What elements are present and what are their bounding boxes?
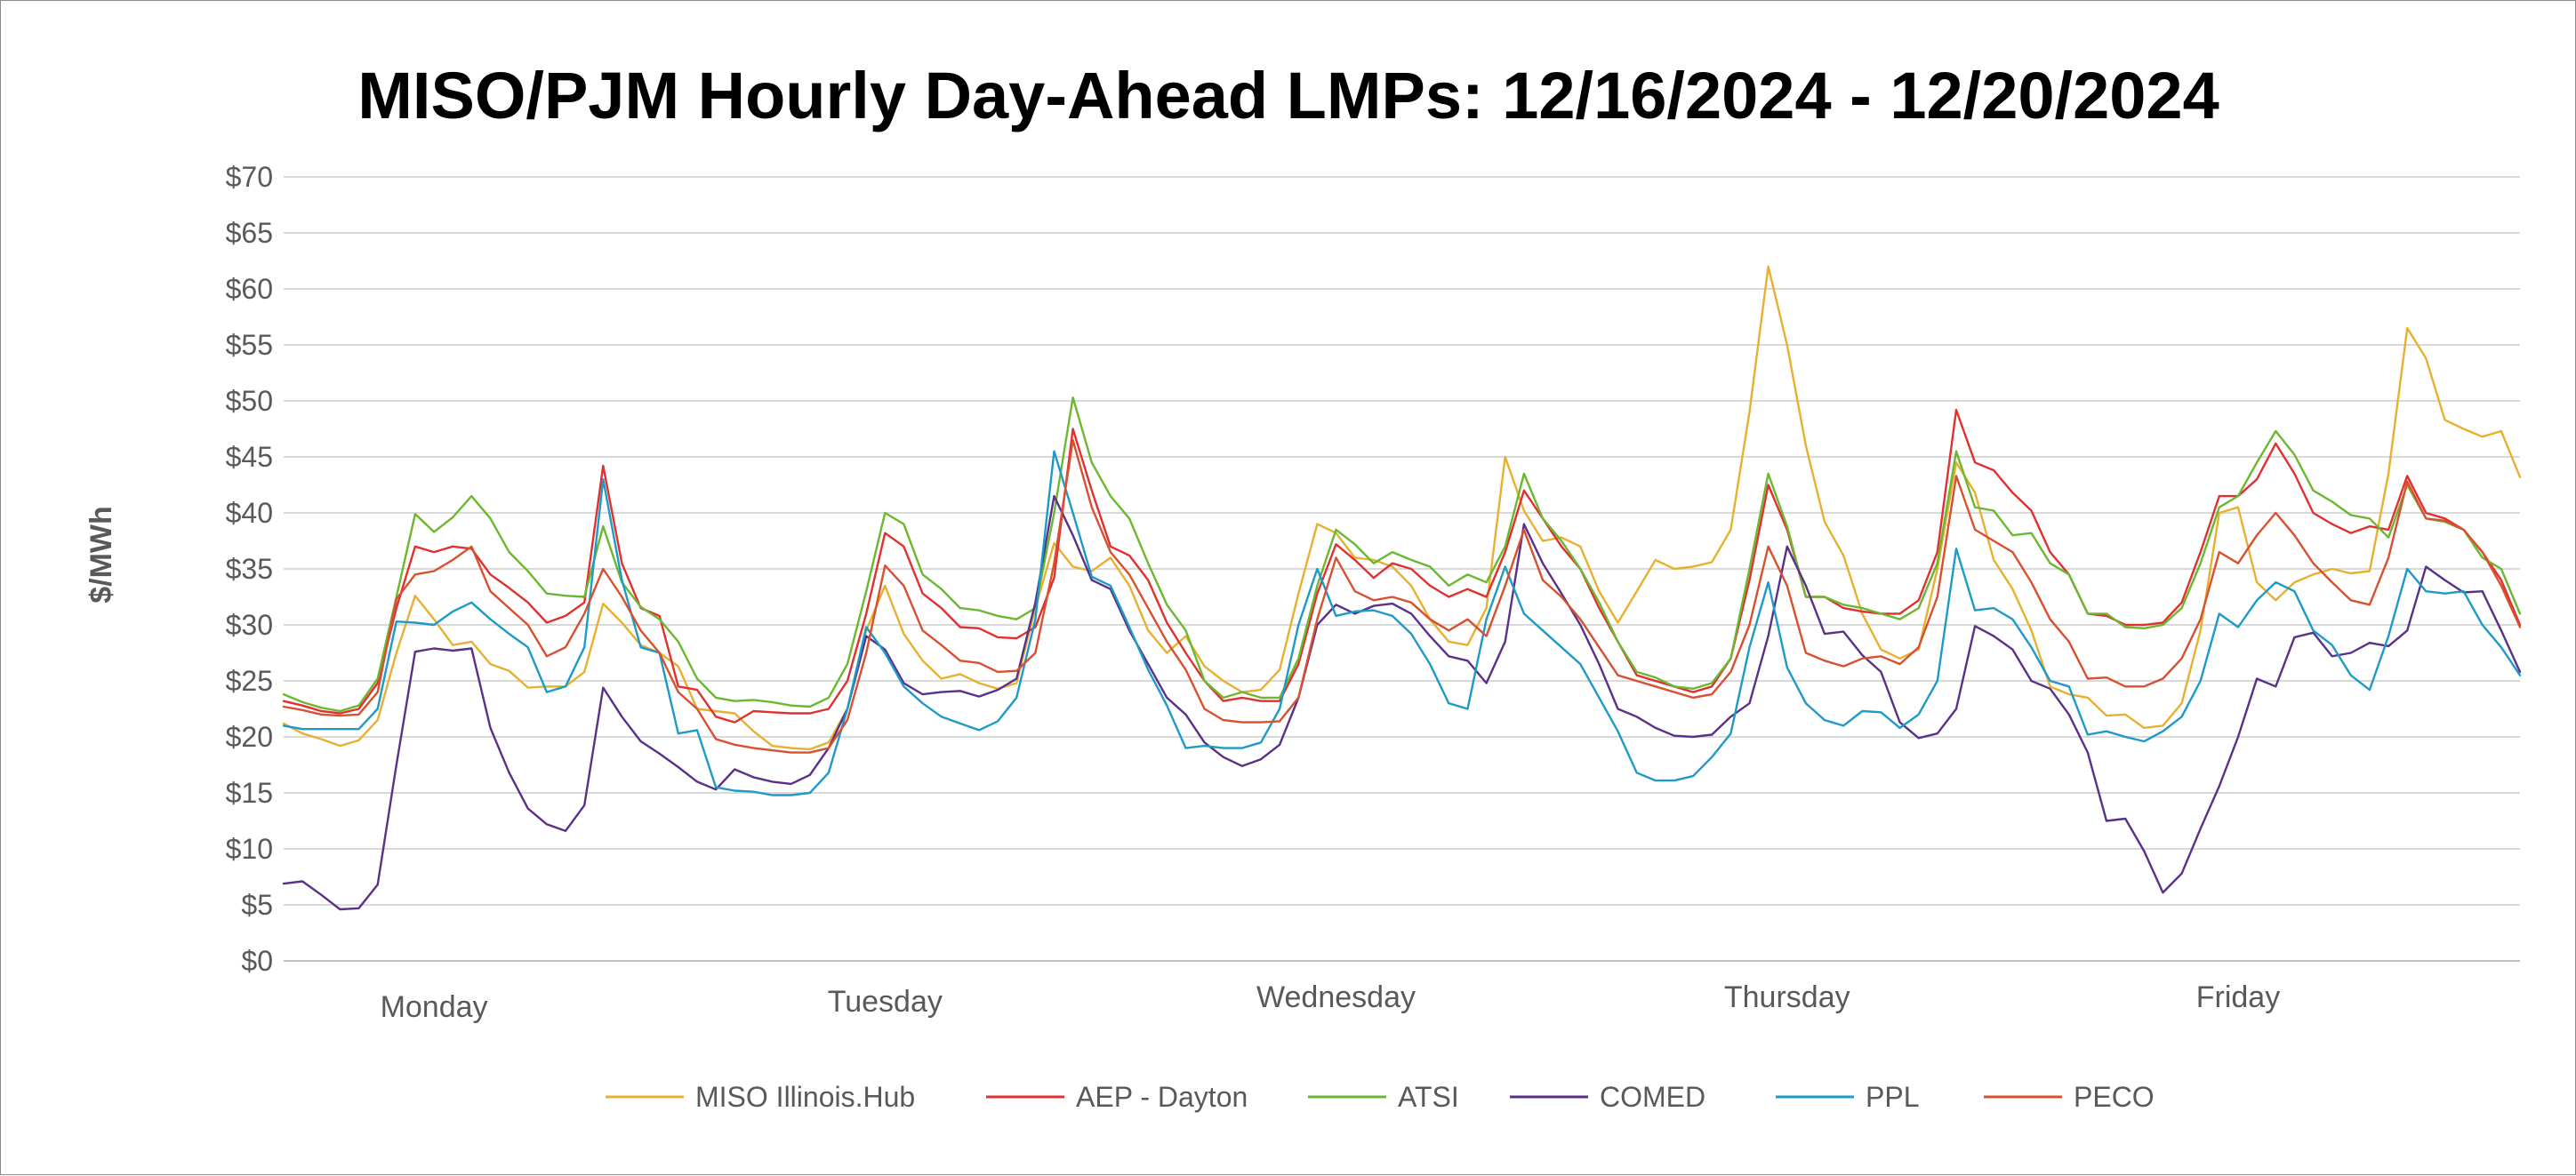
y-tick-label: $20 <box>226 721 273 753</box>
legend-label-atsi: ATSI <box>1398 1081 1459 1113</box>
y-tick-label: $30 <box>226 609 273 641</box>
y-tick-label: $5 <box>241 889 273 921</box>
x-tick-label: Wednesday <box>1256 980 1416 1014</box>
series-lines <box>282 265 2522 911</box>
x-tick-label: Monday <box>381 990 488 1024</box>
x-tick-label: Tuesday <box>828 985 943 1019</box>
series-line-miso-illinois-hub <box>282 265 2522 751</box>
y-axis-ticks: $0 $5 $10 $15 $20 $25 $30 $35 $40 $45 $50 $55 $60 $65… <box>226 161 273 977</box>
series-line-aep-dayton <box>282 408 2522 724</box>
y-tick-label: $35 <box>226 553 273 585</box>
gridlines <box>284 176 2520 962</box>
y-tick-label: $10 <box>226 833 273 865</box>
x-axis-ticks: Monday Tuesday Wednesday Thursday Friday <box>381 980 2281 1024</box>
y-tick-label: $40 <box>226 497 273 529</box>
y-tick-label: $55 <box>226 329 273 361</box>
x-tick-label: Thursday <box>1724 980 1850 1014</box>
y-tick-label: $45 <box>226 441 273 473</box>
y-tick-label: $60 <box>226 273 273 305</box>
legend-label-peco: PECO <box>2074 1081 2155 1113</box>
y-axis-label: $/MWh <box>84 506 118 604</box>
legend: MISO Illinois.Hub AEP - Dayton ATSI COMED PP… <box>606 1081 2155 1113</box>
series-line-ppl <box>282 450 2522 796</box>
legend-label-miso-illinois-hub: MISO Illinois.Hub <box>695 1081 915 1113</box>
y-tick-label: $70 <box>226 161 273 193</box>
series-line-comed <box>282 494 2522 911</box>
y-tick-label: $0 <box>241 945 273 977</box>
y-tick-label: $25 <box>226 665 273 697</box>
x-tick-label: Friday <box>2196 980 2280 1014</box>
y-tick-label: $15 <box>226 777 273 809</box>
legend-label-comed: COMED <box>1600 1081 1705 1113</box>
legend-label-aep-dayton: AEP - Dayton <box>1076 1081 1248 1113</box>
series-line-peco <box>282 438 2522 754</box>
y-tick-label: $50 <box>226 385 273 417</box>
legend-label-ppl: PPL <box>1866 1081 1919 1113</box>
y-tick-label: $65 <box>226 217 273 249</box>
chart-title: MISO/PJM Hourly Day-Ahead LMPs: 12/16/20… <box>357 59 2219 132</box>
series-line-atsi <box>282 396 2522 713</box>
